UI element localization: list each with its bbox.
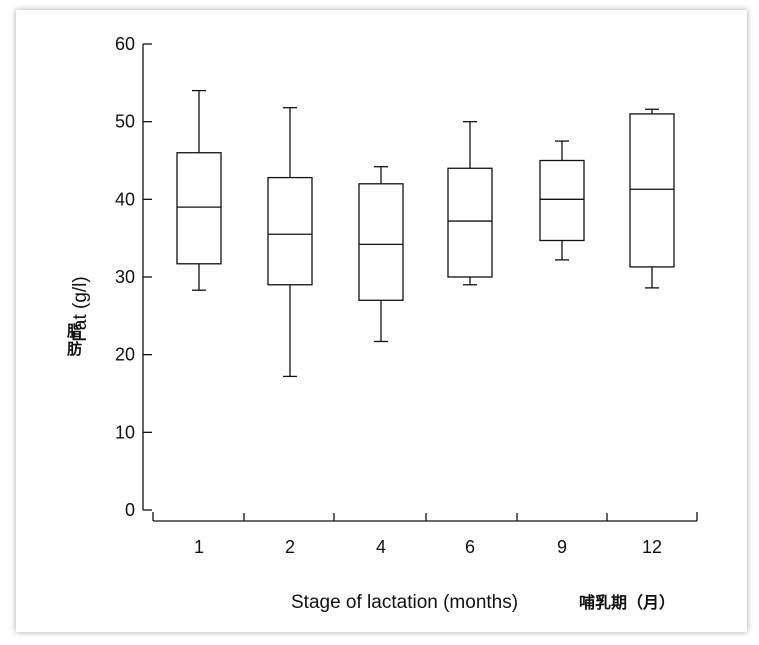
y-tick-label: 40 [115,189,135,209]
box-2 [267,107,313,378]
x-tick-label: 6 [465,537,475,557]
iqr-box [447,167,493,278]
boxes [176,89,675,378]
box-6 [447,121,493,286]
x-tick-label: 12 [642,537,662,557]
iqr-box [629,113,675,268]
y-tick-label: 20 [115,345,135,365]
iqr-box [267,176,313,286]
iqr-box [358,183,404,301]
iqr-box [539,159,585,242]
y-tick-label: 50 [115,112,135,132]
y-axis-label-cjk-char: 脂 [67,322,82,340]
x-axis-label: Stage of lactation (months) [291,592,518,613]
labels: Stage of lactation (months) 哺乳期（月） Fat (… [67,276,675,613]
iqr-box [176,152,222,265]
x-axis-label-cjk: 哺乳期（月） [579,593,675,612]
box-1 [176,89,222,291]
x-tick-label: 9 [557,537,567,557]
y-axis-label: Fat (g/l) [70,276,91,341]
box-12 [629,108,675,289]
y-axis-label-cjk: 脂肪 [67,322,82,358]
box-4 [358,166,404,343]
x-tick-label: 1 [194,537,204,557]
box-9 [539,140,585,261]
y-tick-label: 10 [115,422,135,442]
x-tick-label: 4 [376,537,386,557]
y-tick-label: 0 [125,500,135,520]
y-axis-label-cjk-char: 肪 [67,340,82,358]
x-tick-label: 2 [285,537,295,557]
y-tick-label: 30 [115,267,135,287]
y-tick-label: 60 [115,34,135,54]
